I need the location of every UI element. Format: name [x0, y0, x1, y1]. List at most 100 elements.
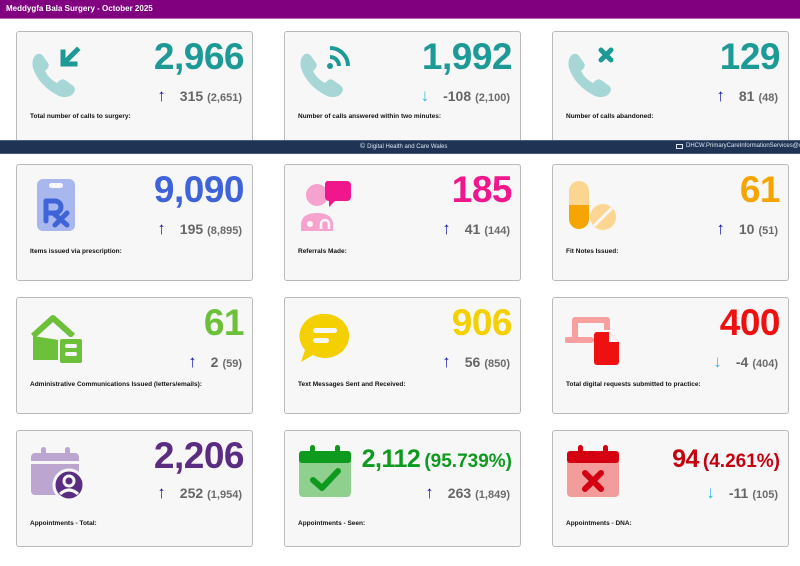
calendar-user-icon [31, 447, 85, 499]
metric-value: 906 [451, 302, 513, 343]
metric-value: 185 [451, 169, 513, 210]
card-calls-abandoned: 129 ↑ 81 (48) Number of calls abandoned: [552, 31, 789, 151]
metric-value: 1,992 [421, 36, 513, 77]
arrow-up-icon: ↑ [188, 352, 197, 371]
metric-label: Number of calls abandoned: [566, 113, 654, 120]
report-title: Meddygfa Bala Surgery - October 2025 [6, 4, 153, 13]
previous-value: (59) [222, 358, 242, 370]
change-value: 315 [179, 88, 204, 104]
metric-value: 400 [719, 302, 781, 343]
card-appointments-dna: 94 (4.261%) ↓ -11 (105) Appointments - DN… [552, 430, 789, 547]
metric-label: Appointments - DNA: [566, 520, 632, 527]
metric-value-count: 94 [672, 445, 699, 473]
metric-value: 2,206 [153, 435, 245, 476]
card-referrals: 185 ↑ 41 (144) Referrals Made: [284, 164, 521, 281]
card-admin-communications: 61 ↑ 2 (59) Administrative Communication… [16, 297, 253, 414]
footer-organisation: © Digital Health and Care Wales [360, 143, 447, 150]
metric-value: 2,112 (95.739%) [362, 445, 512, 474]
digital-request-icon [565, 317, 619, 365]
previous-value: (8,895) [207, 225, 242, 237]
change-value: 41 [464, 221, 481, 237]
arrow-down-icon: ↓ [420, 86, 430, 105]
metric-label: Referrals Made: [298, 248, 347, 255]
card-appointments-seen: 2,112 (95.739%) ↑ 263 (1,849) Appointment… [284, 430, 521, 547]
metric-change: ↑ 252 (1,954) [157, 483, 242, 503]
arrow-up-icon: ↑ [716, 219, 725, 238]
previous-value: (850) [484, 358, 510, 370]
metric-value: 61 [203, 302, 245, 343]
metric-change: ↑ 195 (8,895) [157, 219, 242, 239]
phone-incoming-icon [32, 46, 81, 98]
arrow-up-icon: ↑ [442, 352, 451, 371]
metric-change: ↑ 81 (48) [716, 86, 778, 106]
arrow-up-icon: ↑ [425, 483, 434, 502]
previous-value: (1,849) [475, 489, 510, 501]
referral-doctor-icon [301, 181, 351, 231]
card-digital-requests: 400 ↓ -4 (404) Total digital requests su… [552, 297, 789, 414]
arrow-down-icon: ↓ [713, 352, 722, 371]
footer-organisation-text: Digital Health and Care Wales [367, 143, 448, 150]
metric-change: ↑ 2 (59) [188, 352, 242, 372]
chat-bubble-icon [299, 313, 350, 362]
metric-label: Total number of calls to surgery: [30, 113, 131, 120]
previous-value: (1,954) [207, 489, 242, 501]
metric-value: 129 [719, 36, 781, 77]
previous-value: (48) [758, 92, 778, 104]
metric-change: ↑ 10 (51) [716, 219, 778, 239]
metric-change: ↑ 263 (1,849) [425, 483, 510, 503]
metric-value-percent: (95.739%) [424, 451, 512, 472]
previous-value: (105) [752, 489, 778, 501]
metric-label: Number of calls answered within two minu… [298, 113, 442, 120]
arrow-up-icon: ↑ [157, 483, 166, 502]
house-letter-icon [30, 315, 84, 365]
metric-change: ↑ 315 (2,651) [157, 86, 242, 106]
previous-value: (144) [484, 225, 510, 237]
metric-label: Total digital requests submitted to prac… [566, 381, 701, 388]
footer-email-text[interactable]: DHCW.PrimaryCareInformationServices@wale… [686, 143, 800, 149]
phone-answered-icon [300, 46, 350, 98]
phone-abandoned-icon [568, 47, 614, 98]
metric-value-count: 2,112 [361, 445, 421, 473]
card-appointments-total: 2,206 ↑ 252 (1,954) Appointments - Total… [16, 430, 253, 547]
metric-label: Appointments - Seen: [298, 520, 366, 527]
metric-change: ↑ 41 (144) [442, 219, 510, 239]
change-value: 56 [464, 354, 481, 370]
change-value: -11 [728, 485, 749, 501]
pills-icon [569, 181, 616, 230]
calendar-check-icon [299, 445, 351, 497]
metric-value-percent: (4.261%) [702, 451, 780, 472]
change-value: 10 [738, 221, 755, 237]
arrow-up-icon: ↑ [157, 86, 166, 105]
change-value: 263 [447, 485, 472, 501]
change-value: -108 [443, 88, 472, 104]
metric-value: 94 (4.261%) [672, 445, 780, 474]
metric-change: ↓ -4 (404) [713, 352, 778, 372]
card-prescriptions: 9,090 ↑ 195 (8,895) Items issued via pre… [16, 164, 253, 281]
metric-label: Appointments - Total: [30, 520, 97, 527]
previous-value: (404) [752, 358, 778, 370]
copyright-icon: © [360, 143, 366, 150]
metric-label: Administrative Communications Issued (le… [30, 381, 202, 388]
prescription-icon [37, 179, 75, 231]
change-value: 195 [179, 221, 204, 237]
card-fit-notes: 61 ↑ 10 (51) Fit Notes Issued: [552, 164, 789, 281]
card-total-calls: 2,966 ↑ 315 (2,651) Total number of call… [16, 31, 253, 151]
metric-change: ↓ -108 (2,100) [421, 86, 510, 106]
metric-change: ↓ -11 (105) [706, 483, 778, 503]
previous-value: (2,100) [475, 92, 510, 104]
metric-change: ↑ 56 (850) [442, 352, 510, 372]
change-value: 2 [210, 354, 219, 370]
calendar-x-icon [567, 445, 619, 497]
footer-email[interactable]: DHCW.PrimaryCareInformationServices@wale… [676, 143, 800, 149]
card-text-messages: 906 ↑ 56 (850) Text Messages Sent and Re… [284, 297, 521, 414]
previous-value: (2,651) [207, 92, 242, 104]
metric-label: Fit Notes Issued: [566, 248, 619, 255]
metric-label: Text Messages Sent and Received: [298, 381, 406, 388]
report-header: Meddygfa Bala Surgery - October 2025 [0, 0, 800, 19]
report-footer: © Digital Health and Care Wales DHCW.Pri… [0, 140, 800, 154]
metric-label: Items issued via prescription: [30, 248, 122, 255]
metric-value: 2,966 [153, 36, 245, 77]
change-value: -4 [735, 354, 749, 370]
arrow-up-icon: ↑ [716, 86, 725, 105]
metric-value: 61 [739, 169, 781, 210]
